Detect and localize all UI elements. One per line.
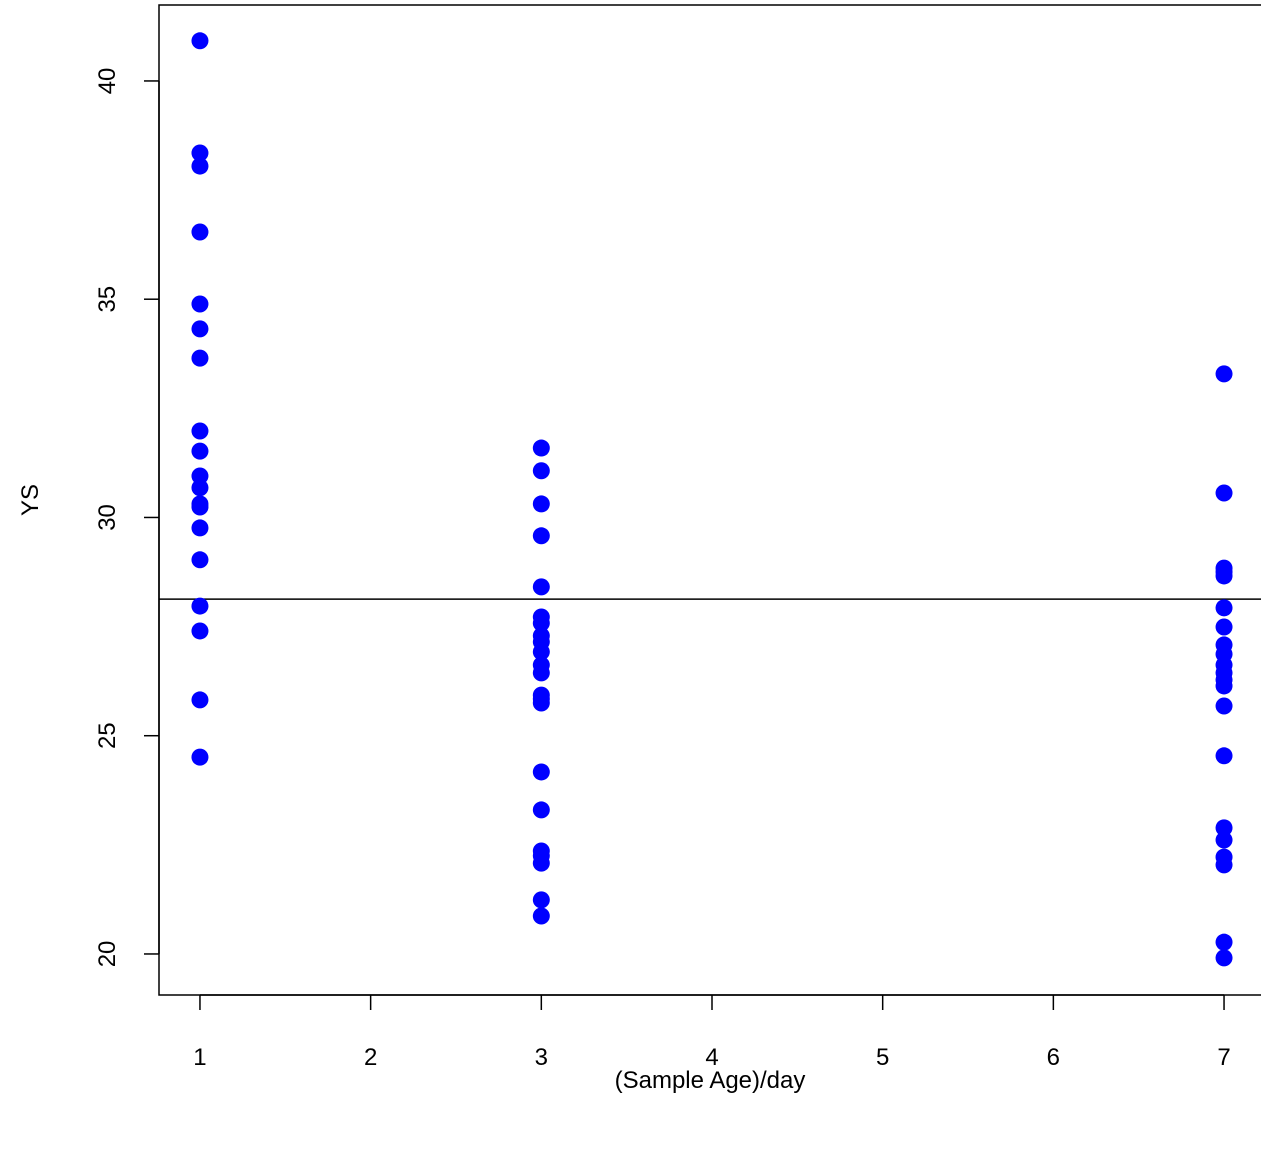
x-tick-label: 2: [364, 1044, 377, 1071]
point: [532, 527, 550, 545]
point: [532, 439, 550, 457]
point: [1215, 747, 1233, 765]
point: [532, 462, 550, 480]
point: [532, 907, 550, 925]
point: [1215, 677, 1233, 695]
point: [1215, 831, 1233, 849]
point: [1215, 933, 1233, 951]
x-tick-label: 4: [705, 1044, 718, 1071]
point: [1215, 365, 1233, 383]
point: [191, 349, 209, 367]
point: [191, 157, 209, 175]
point: [532, 578, 550, 596]
x-tick-label: 7: [1217, 1044, 1230, 1071]
point: [1215, 949, 1233, 967]
point: [532, 614, 550, 632]
point: [191, 144, 209, 162]
point: [191, 498, 209, 516]
point: [191, 223, 209, 241]
point: [191, 551, 209, 569]
point: [1215, 697, 1233, 715]
point: [1215, 856, 1233, 874]
point: [191, 295, 209, 313]
point: [191, 691, 209, 709]
point: [191, 479, 209, 497]
point: [532, 801, 550, 819]
point: [191, 422, 209, 440]
x-tick-label: 3: [535, 1044, 548, 1071]
y-tick-label: 30: [94, 504, 121, 531]
point: [191, 320, 209, 338]
point: [532, 854, 550, 872]
x-tick-label: 5: [876, 1044, 889, 1071]
point: [191, 622, 209, 640]
point: [532, 763, 550, 781]
x-tick-label: 1: [193, 1044, 206, 1071]
y-tick-label: 20: [94, 941, 121, 968]
y-tick-label: 40: [94, 68, 121, 95]
point: [532, 694, 550, 712]
y-tick-label: 25: [94, 722, 121, 749]
point: [191, 597, 209, 615]
point: [191, 519, 209, 537]
x-tick-label: 6: [1047, 1044, 1060, 1071]
point: [532, 664, 550, 682]
point: [191, 32, 209, 50]
point: [191, 442, 209, 460]
point: [1215, 484, 1233, 502]
point: [191, 467, 209, 485]
point: [1215, 599, 1233, 617]
y-tick-label: 35: [94, 286, 121, 313]
point: [1215, 819, 1233, 837]
point: [532, 495, 550, 513]
point: [532, 891, 550, 909]
point: [1215, 567, 1233, 585]
point: [1215, 618, 1233, 636]
point: [532, 643, 550, 661]
point: [191, 748, 209, 766]
plot-box: [158, 4, 1261, 996]
y-axis-label: YS: [17, 484, 44, 516]
x-axis-label: (Sample Age)/day: [615, 1067, 806, 1094]
